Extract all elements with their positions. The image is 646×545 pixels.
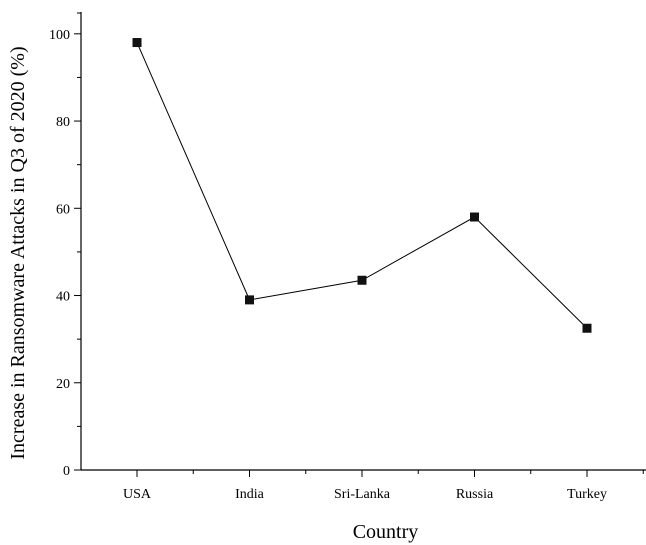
data-point-usa — [132, 38, 142, 48]
x-tick-label: Turkey — [567, 487, 607, 502]
y-axis-title: Increase in Ransomware Attacks in Q3 of … — [7, 46, 29, 459]
data-point-turkey — [582, 323, 592, 333]
x-axis-title: Country — [353, 521, 419, 543]
y-tick-label: 60 — [56, 202, 70, 217]
series-line — [136, 42, 588, 329]
x-tick-label: USA — [123, 487, 152, 502]
x-tick-label: India — [235, 487, 265, 502]
y-tick-label: 20 — [56, 377, 70, 392]
data-point-india — [245, 295, 254, 305]
data-point-russia — [470, 212, 479, 222]
series-layer — [132, 38, 592, 333]
x-axis-ticks: USA India Sri-Lanka Russia Turkey — [123, 470, 644, 502]
y-tick-label: 80 — [56, 115, 70, 130]
y-axis-ticks: 0 20 40 60 80 100 — [49, 12, 81, 479]
x-tick-label: Sri-Lanka — [334, 487, 391, 502]
x-tick-label: Russia — [456, 487, 494, 502]
data-point-sri-lanka — [357, 275, 367, 285]
y-tick-label: 0 — [63, 464, 70, 479]
y-tick-label: 40 — [56, 290, 70, 305]
y-tick-label: 100 — [49, 28, 70, 43]
